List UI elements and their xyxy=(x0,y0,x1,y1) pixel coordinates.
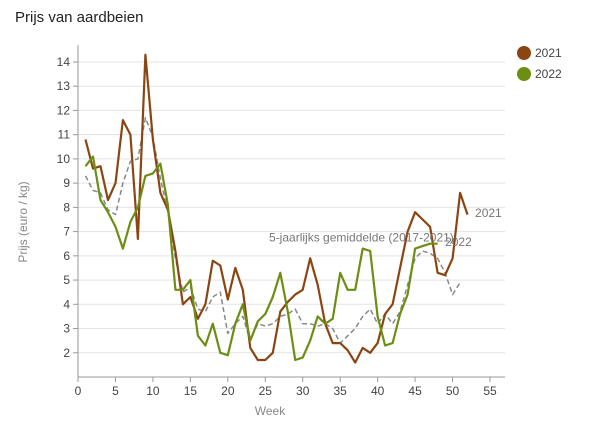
x-tick-label-40: 40 xyxy=(371,384,385,398)
y-tick-labels: 2 3 4 5 6 7 8 9 10 11 12 13 14 xyxy=(57,55,78,360)
y-tick-label-12: 12 xyxy=(57,103,71,117)
x-tick-label-0: 0 xyxy=(75,384,82,398)
series-line-0 xyxy=(84,53,469,364)
x-tick-label-25: 25 xyxy=(259,384,273,398)
y-tick-label-9: 9 xyxy=(63,176,70,190)
legend-marker-2021[interactable] xyxy=(517,46,531,60)
legend-marker-2022[interactable] xyxy=(517,67,531,81)
x-tick-label-35: 35 xyxy=(334,384,348,398)
x-tick-labels: 0 5 10 15 20 25 30 35 40 45 50 55 xyxy=(75,377,497,398)
axes xyxy=(77,45,505,378)
annotation-1: 5-jaarlijks gemiddelde (2017-2021) xyxy=(269,230,454,244)
x-tick-label-15: 15 xyxy=(184,384,198,398)
x-tick-label-5: 5 xyxy=(112,384,119,398)
x-axis-label: Week xyxy=(255,404,286,418)
x-tick-label-45: 45 xyxy=(408,384,422,398)
y-tick-label-7: 7 xyxy=(63,225,70,239)
y-tick-label-6: 6 xyxy=(63,249,70,263)
y-tick-label-5: 5 xyxy=(63,273,70,287)
y-tick-label-3: 3 xyxy=(63,322,70,336)
line-annotations: 2021 5-jaarlijks gemiddelde (2017-2021)20… xyxy=(269,206,502,249)
y-tick-label-4: 4 xyxy=(63,297,70,311)
legend[interactable]: 2021 2022 xyxy=(517,46,562,81)
y-tick-label-14: 14 xyxy=(57,55,71,69)
chart-title: Prijs van aardbeien xyxy=(15,9,144,26)
legend-label-2022[interactable]: 2022 xyxy=(535,67,562,81)
annotation-0: 2021 xyxy=(475,206,502,220)
series-line-1 xyxy=(84,155,438,362)
x-tick-label-50: 50 xyxy=(446,384,460,398)
series-line-2 xyxy=(84,116,461,344)
legend-label-2021[interactable]: 2021 xyxy=(535,46,562,60)
series-lines xyxy=(84,53,469,364)
y-tick-label-8: 8 xyxy=(63,200,70,214)
annotation-2: 2022 xyxy=(445,235,472,249)
x-tick-label-55: 55 xyxy=(483,384,497,398)
x-tick-label-20: 20 xyxy=(221,384,235,398)
y-axis-label: Prijs (euro / kg) xyxy=(16,181,30,262)
y-tick-label-10: 10 xyxy=(57,152,71,166)
x-tick-label-10: 10 xyxy=(146,384,160,398)
y-tick-label-2: 2 xyxy=(63,346,70,360)
y-tick-label-13: 13 xyxy=(57,79,71,93)
gridlines xyxy=(78,61,505,354)
x-tick-label-30: 30 xyxy=(296,384,310,398)
y-tick-label-11: 11 xyxy=(58,128,71,142)
